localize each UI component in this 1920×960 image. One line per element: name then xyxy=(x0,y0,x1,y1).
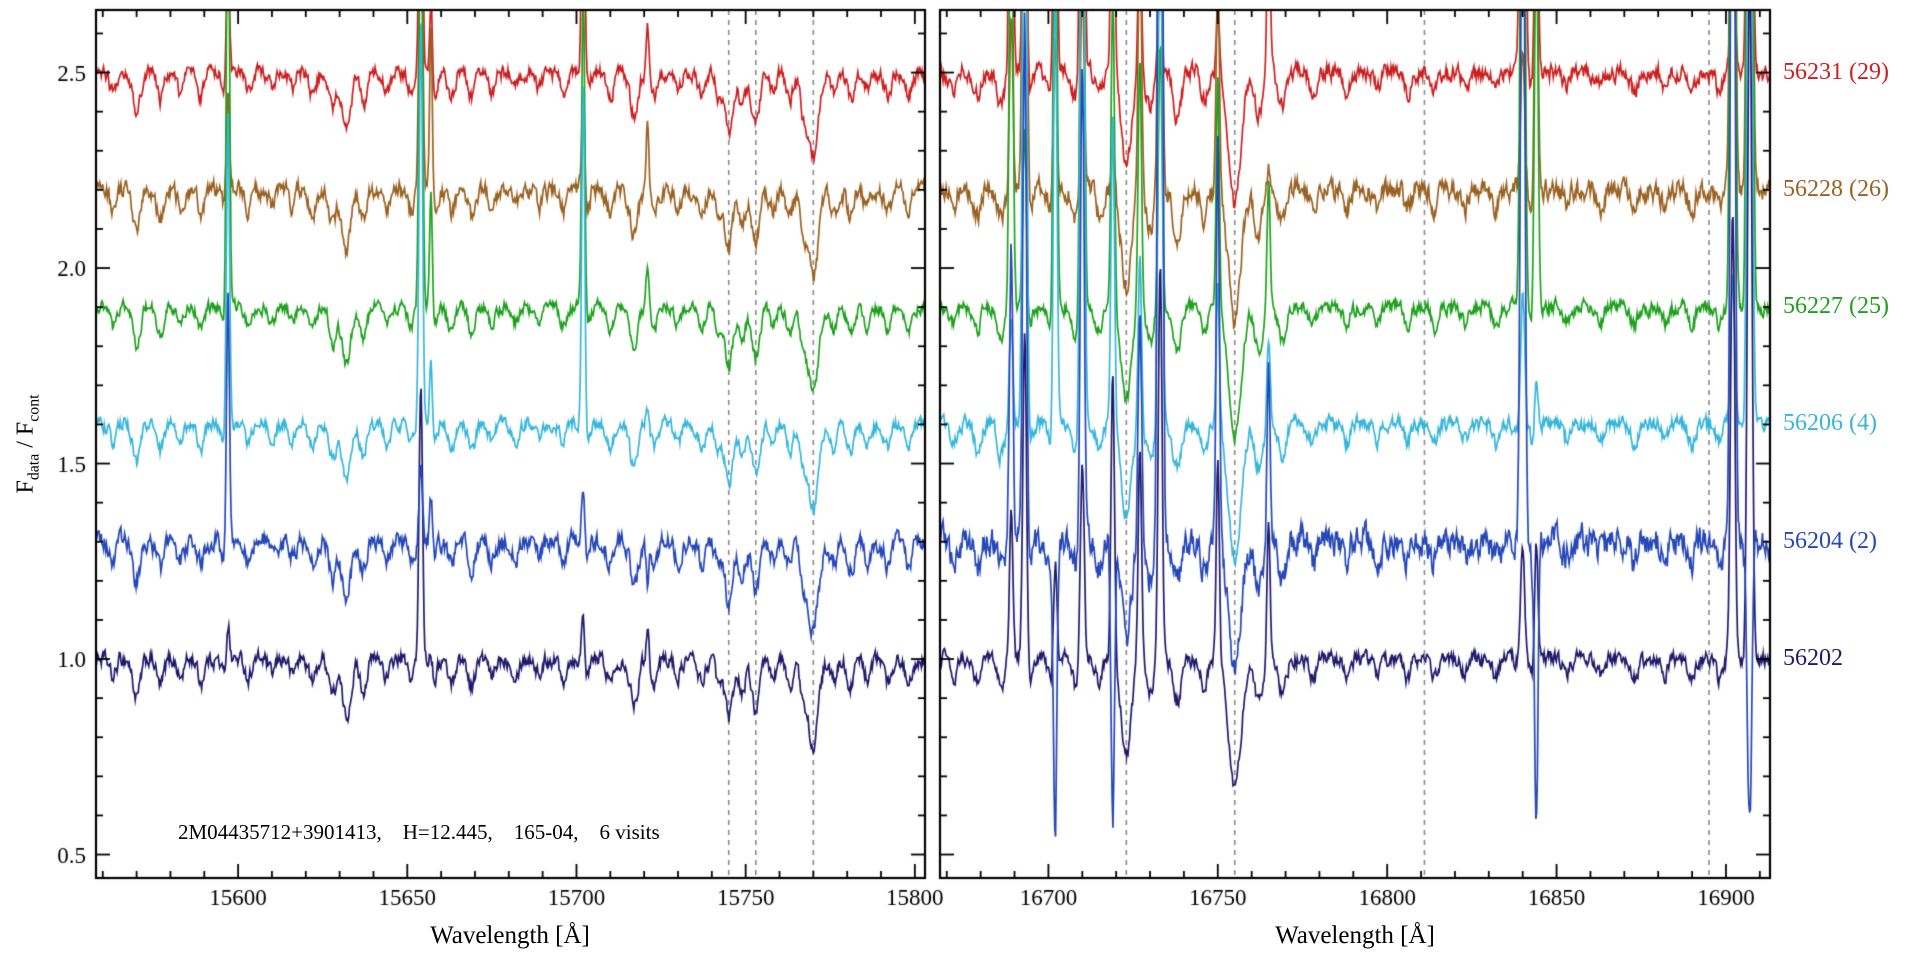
visit-label: 56231 (29) xyxy=(1783,58,1889,85)
visit-label: 56202 xyxy=(1783,645,1843,672)
y-axis-label-sub-cont: cont xyxy=(25,394,43,422)
y-axis-label: Fdata / Fcont xyxy=(13,394,44,493)
y-axis-label-f1: F xyxy=(12,480,39,494)
target-annotation: 2M04435712+3901413, H=12.445, 165-04, 6 … xyxy=(178,820,660,844)
x-axis-label-right-panel: Wavelength [Å] xyxy=(1275,922,1435,949)
visit-label: 56227 (25) xyxy=(1783,293,1889,320)
visit-label: 56204 (2) xyxy=(1783,527,1877,554)
x-axis-label-left-panel: Wavelength [Å] xyxy=(430,922,590,949)
y-axis-label-f2: / F xyxy=(12,421,39,454)
visit-label: 56228 (26) xyxy=(1783,175,1889,202)
y-axis-label-sub-data: data xyxy=(25,453,43,481)
visit-label: 56206 (4) xyxy=(1783,410,1877,437)
